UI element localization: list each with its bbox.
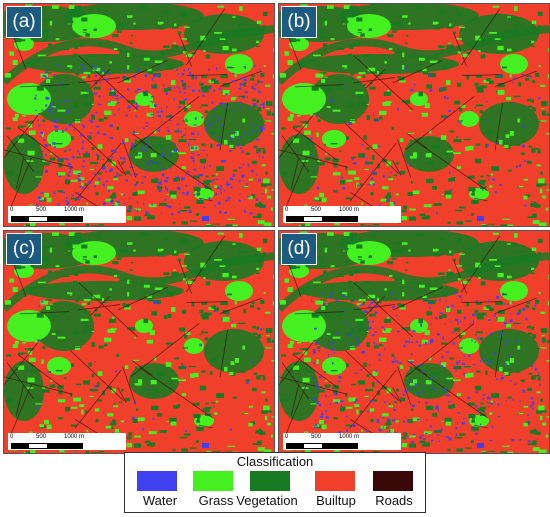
scale-bar-graphic — [286, 443, 358, 449]
scale-tick-end: 1000 m — [64, 434, 85, 440]
panel-label: (b) — [281, 6, 317, 38]
legend-item-water: Water — [129, 471, 187, 511]
legend-item-roads: Roads — [363, 471, 421, 511]
legend-swatch-water — [137, 471, 177, 491]
legend-label: Builtup — [316, 493, 356, 508]
scale-tick-end: 1000 m — [64, 207, 85, 213]
scale-bar: 0 500 1000 m — [283, 206, 401, 223]
panel-label: (c) — [6, 233, 42, 265]
legend-label: Grass — [198, 493, 234, 508]
scale-bar-graphic — [286, 216, 358, 222]
legend-item-builtup: Builtup — [305, 471, 363, 511]
classification-map — [4, 4, 274, 226]
map-panel-d: (d) 0 500 1000 m — [278, 230, 550, 454]
classification-map — [279, 231, 549, 453]
scale-tick-mid: 500 — [311, 434, 322, 440]
panel-label: (d) — [281, 233, 317, 265]
legend-label: Vegetation — [236, 493, 298, 508]
scale-tick-start: 0 — [10, 434, 14, 440]
classification-legend: Classification Water Grass Vegetation Bu… — [124, 452, 426, 513]
legend-swatch-grass — [193, 471, 233, 491]
map-panel-c: (c) 0 500 1000 m — [3, 230, 275, 454]
legend-label: Water — [142, 493, 178, 508]
scale-bar-graphic — [11, 443, 83, 449]
scale-tick-mid: 500 — [36, 207, 47, 213]
scale-tick-mid: 500 — [311, 207, 322, 213]
legend-item-grass: Grass — [185, 471, 243, 511]
legend-swatch-roads — [373, 471, 413, 491]
legend-swatch-builtup — [315, 471, 355, 491]
legend-title: Classification — [236, 454, 314, 469]
scale-bar-graphic — [11, 216, 83, 222]
legend-item-vegetation: Vegetation — [236, 471, 298, 511]
scale-tick-end: 1000 m — [339, 434, 360, 440]
legend-swatch-vegetation — [250, 471, 290, 491]
scale-tick-start: 0 — [285, 207, 289, 213]
scale-tick-mid: 500 — [36, 434, 47, 440]
map-panel-b: (b) 0 500 1000 m — [278, 3, 550, 227]
map-panel-a: (a) 0 500 1000 m — [3, 3, 275, 227]
scale-bar: 0 500 1000 m — [283, 433, 401, 450]
scale-bar: 0 500 1000 m — [8, 433, 126, 450]
scale-tick-start: 0 — [285, 434, 289, 440]
scale-bar: 0 500 1000 m — [8, 206, 126, 223]
classification-map — [279, 4, 549, 226]
legend-label: Roads — [375, 493, 413, 508]
classification-map — [4, 231, 274, 453]
panel-label: (a) — [6, 6, 42, 38]
scale-tick-start: 0 — [10, 207, 14, 213]
scale-tick-end: 1000 m — [339, 207, 360, 213]
